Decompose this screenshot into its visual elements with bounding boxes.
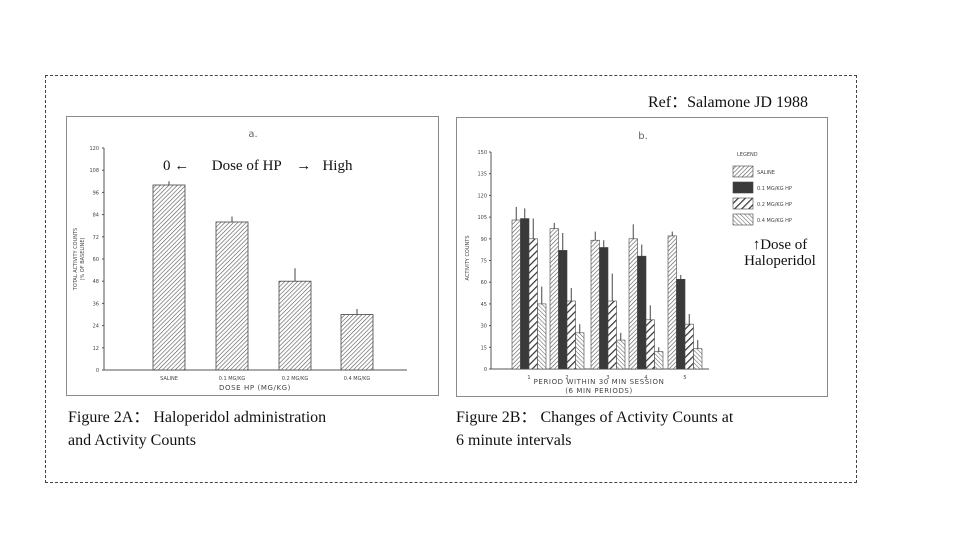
y-tick-label: 12 [93, 346, 99, 352]
bar [637, 255, 647, 370]
y-tick-label: 75 [481, 259, 487, 265]
bar [616, 339, 626, 370]
x-axis-label-line-1: PERIOD WITHIN 30 MIN SESSION [534, 378, 665, 386]
bar [566, 300, 576, 370]
dose-note-line-2: Haloperidol [744, 253, 816, 269]
bar [278, 280, 312, 371]
y-tick-label: 0 [96, 368, 99, 374]
chart-title: b. [638, 131, 648, 142]
caption-a-line-1: Figure 2A： Haloperidol administration [68, 409, 327, 426]
y-tick-label: 45 [481, 302, 487, 308]
bar [654, 351, 664, 370]
bar [645, 319, 655, 370]
y-tick-label: 36 [93, 301, 99, 307]
bar [215, 221, 249, 371]
dashed-frame [45, 75, 857, 483]
y-tick-label: 72 [93, 235, 99, 241]
bar [575, 332, 585, 370]
y-tick-label: 105 [477, 215, 487, 221]
y-tick-label: 90 [481, 237, 487, 243]
y-tick-label: 96 [93, 190, 99, 196]
bar [558, 250, 568, 370]
y-tick-label: 108 [89, 168, 99, 174]
bar [520, 218, 530, 370]
caption-figure-2b: Figure 2B： Changes of Activity Counts at… [456, 406, 796, 452]
bar [537, 303, 547, 370]
legend-swatch [732, 181, 754, 194]
bar [152, 184, 186, 371]
x-tick-label: 0.1 MG/KG [219, 376, 246, 382]
bar [549, 228, 559, 370]
y-axis-label-line-1: ACTIVITY COUNTS [465, 236, 471, 281]
x-tick-label: 5 [683, 375, 686, 381]
legend-title: LEGEND [737, 152, 758, 158]
caption-b-line-1: Figure 2B： Changes of Activity Counts at [456, 409, 734, 426]
dose-of-haloperidol-note: ↑Dose of Haloperidol [738, 237, 822, 269]
bar [340, 314, 374, 371]
bar [528, 238, 538, 370]
y-tick-label: 15 [481, 345, 487, 351]
x-tick-label: 0.4 MG/KG [344, 376, 371, 382]
y-tick-label: 0 [484, 367, 487, 373]
bar [667, 235, 677, 370]
y-tick-label: 48 [93, 279, 99, 285]
legend-swatch [732, 197, 754, 210]
bar [684, 323, 694, 370]
bar [676, 279, 686, 370]
bar [628, 238, 638, 370]
bar [599, 247, 609, 370]
figure-2a-chart: a. 0 12 24 36 48 60 72 84 96 108 120 TOTAL ACTIVITY … [73, 129, 407, 392]
y-axis-label-line-1: TOTAL ACTIVITY COUNTS [73, 228, 79, 291]
y-tick-label: 120 [477, 193, 487, 199]
x-tick-label: 1 [527, 375, 530, 381]
x-tick-label: 2 [565, 375, 568, 381]
x-axis-label: DOSE HP (MG/KG) [219, 384, 291, 392]
y-tick-label: 120 [89, 146, 99, 152]
y-tick-label: 24 [93, 324, 99, 330]
y-axis-label-line-2: (% OF BASELINE) [80, 237, 86, 280]
dose-note-line-1: ↑Dose of [752, 237, 808, 253]
x-tick-label: 4 [644, 375, 647, 381]
caption-figure-2a: Figure 2A： Haloperidol administration an… [68, 406, 398, 452]
bar [607, 300, 617, 370]
y-axis-label: TOTAL ACTIVITY COUNTS (% OF BASELINE) [73, 228, 86, 291]
y-tick-label: 60 [481, 280, 487, 286]
caption-a-line-2: and Activity Counts [68, 432, 196, 449]
y-tick-label: 30 [481, 324, 487, 330]
legend-label: 0.1 MG/KG HP [757, 186, 792, 192]
x-axis-label-line-2: (6 MIN PERIODS) [565, 387, 633, 395]
legend-label: 0.4 MG/KG HP [757, 218, 792, 224]
caption-b-line-2: 6 minute intervals [456, 432, 572, 449]
y-tick-label: 135 [477, 172, 487, 178]
y-tick-label: 150 [477, 150, 487, 156]
chart-title: a. [248, 129, 257, 140]
bar [590, 239, 600, 370]
bar [511, 219, 521, 370]
legend-label: SALINE [757, 170, 775, 176]
x-tick-label: 0.2 MG/KG [282, 376, 309, 382]
legend-label: 0.2 MG/KG HP [757, 202, 792, 208]
y-tick-label: 60 [93, 257, 99, 263]
x-tick-label: 3 [606, 375, 609, 381]
y-tick-label: 84 [93, 213, 99, 219]
dose-annotation: 0 ← Dose of HP → High [163, 158, 353, 174]
x-tick-label: SALINE [160, 376, 178, 382]
legend-swatch [732, 165, 754, 178]
figure-2a-panel: a. 0 12 24 36 48 60 72 84 96 108 120 TOTAL ACTIVITY … [66, 116, 439, 396]
bar [693, 348, 703, 370]
y-axis-label: ACTIVITY COUNTS [465, 236, 471, 281]
figure-2b-panel: b. 0 15 30 45 60 75 90 105 120 135 150 ACTIVITY COUN… [456, 117, 828, 397]
legend-swatch [732, 213, 754, 226]
reference-text: Ref：Salamone JD 1988 [648, 94, 808, 111]
